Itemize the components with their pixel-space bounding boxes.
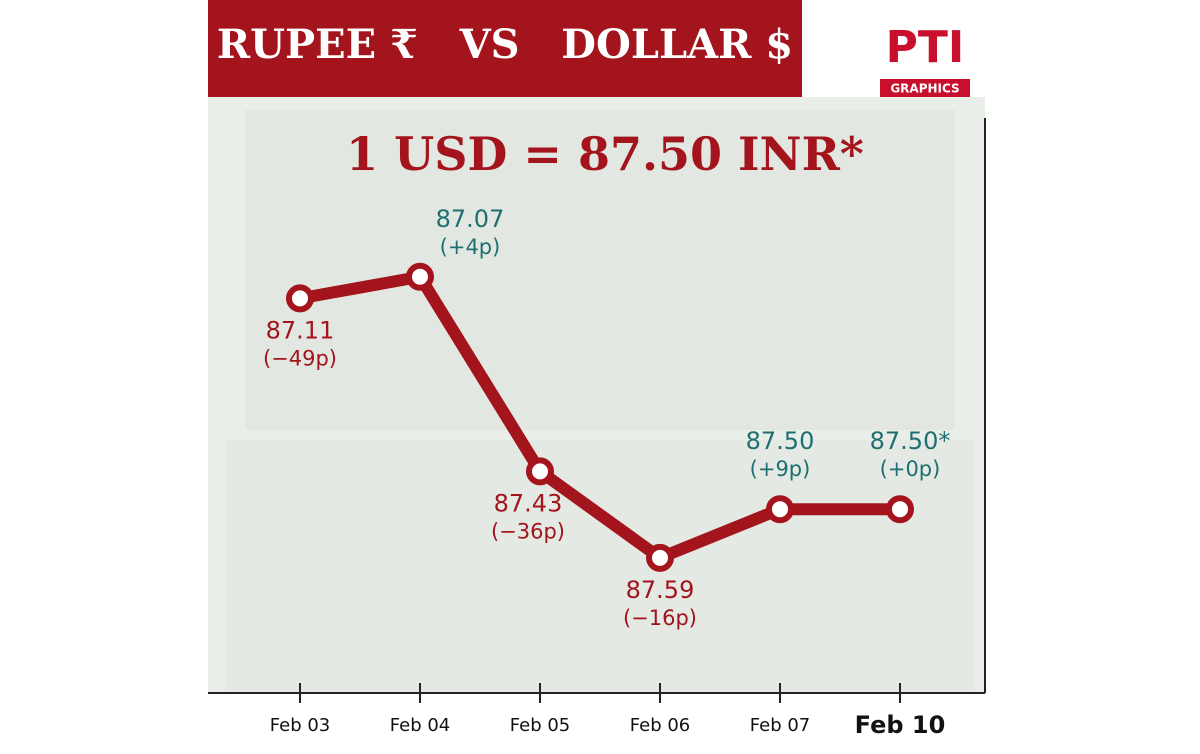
x-tick-label: Feb 07 (750, 715, 811, 736)
x-tick-label: Feb 10 (855, 711, 946, 739)
x-tick-label: Feb 05 (510, 715, 571, 736)
title-banner (208, 0, 802, 97)
value-label: 87.59 (626, 576, 695, 604)
value-label: 87.50* (870, 427, 951, 455)
value-label: 87.43 (494, 489, 563, 517)
point (406, 262, 434, 291)
subtitle: 1 USD = 87.50 INR* (346, 127, 864, 181)
title: RUPEE ₹ VS DOLLAR $ (217, 21, 793, 68)
point (286, 284, 314, 313)
dollar-note (225, 440, 975, 693)
logo-caption: GRAPHICS (890, 82, 959, 96)
change-label: (−16p) (623, 606, 697, 630)
change-label: (−49p) (263, 346, 337, 370)
point (646, 543, 674, 572)
logo-caption-box (880, 79, 970, 97)
change-label: (+4p) (440, 235, 501, 259)
x-tick-label: Feb 06 (630, 715, 691, 736)
point (526, 457, 554, 486)
x-tick-label: Feb 04 (390, 715, 451, 736)
change-label: (+0p) (880, 457, 941, 481)
x-tick-label: Feb 03 (270, 715, 331, 736)
change-label: (−36p) (491, 519, 565, 543)
line (298, 270, 900, 564)
rupee-note (245, 110, 955, 430)
point (886, 495, 914, 524)
value-label: 87.11 (266, 316, 335, 344)
value-label: 87.07 (436, 205, 505, 233)
logo: PTI (886, 22, 965, 73)
value-label: 87.50 (746, 427, 815, 455)
change-label: (+9p) (750, 457, 811, 481)
point (766, 495, 794, 524)
